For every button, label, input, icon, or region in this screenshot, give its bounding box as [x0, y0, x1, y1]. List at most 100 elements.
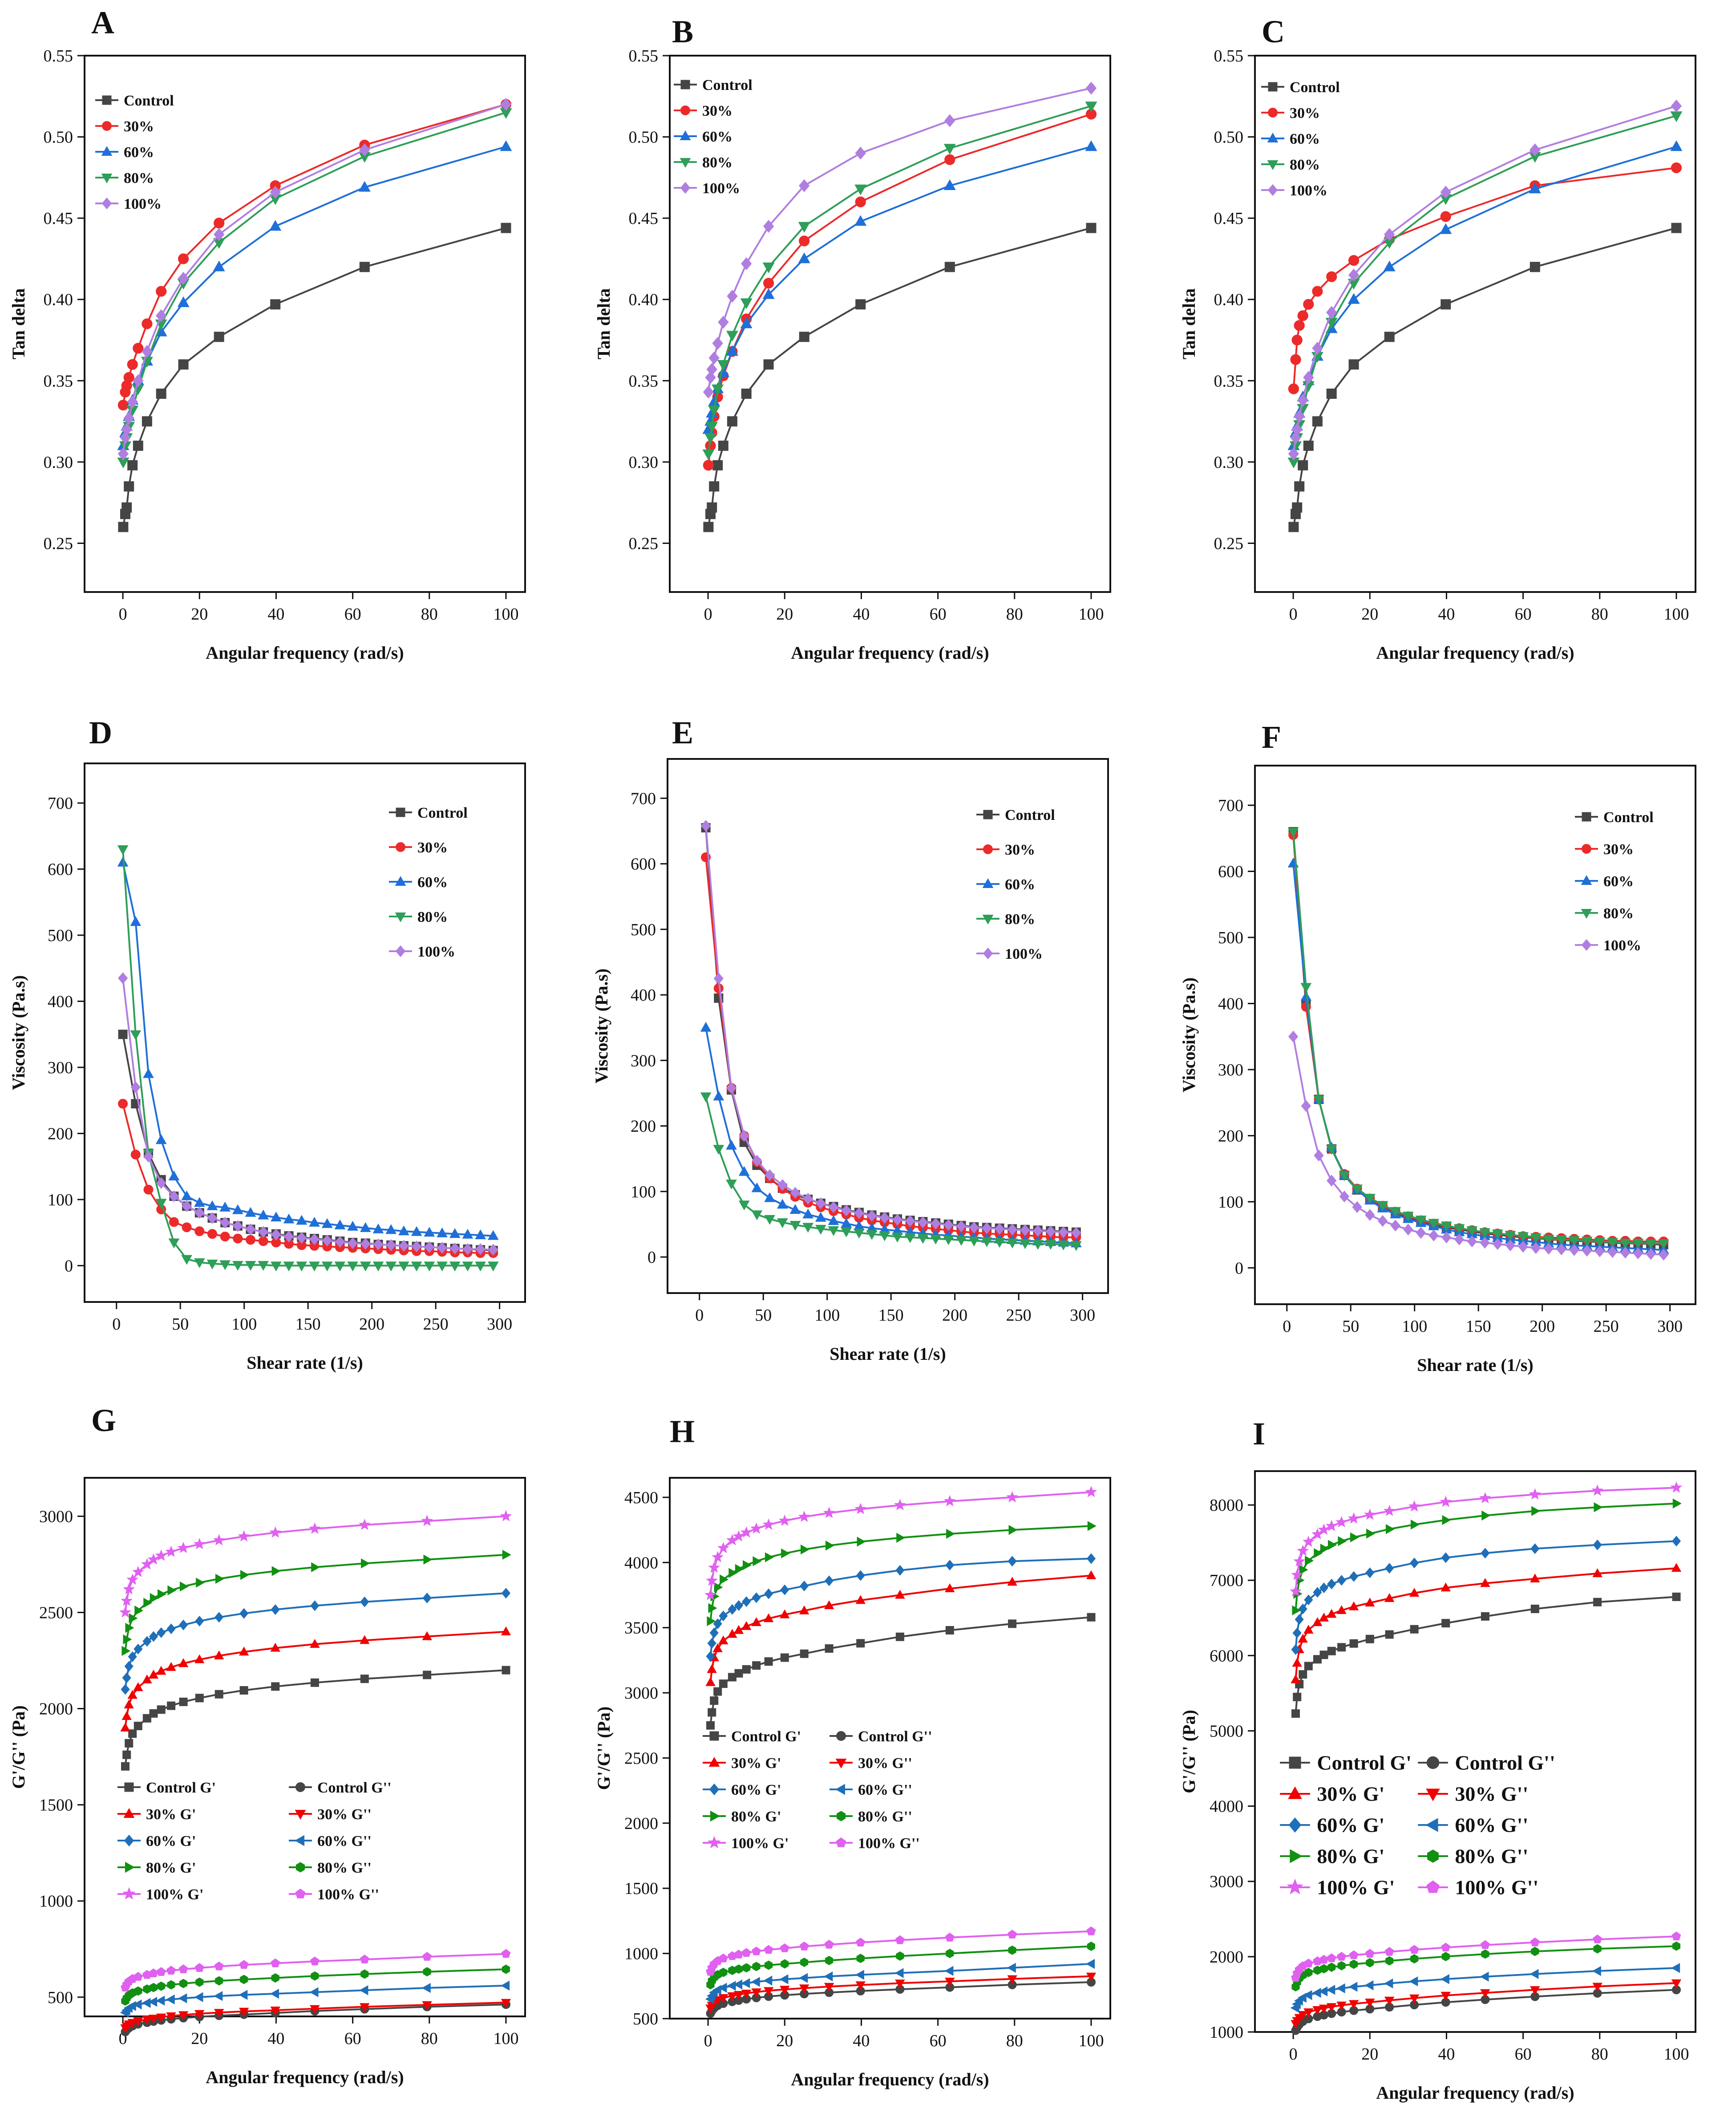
- data-point: [1384, 1978, 1393, 1989]
- data-point: [166, 2012, 176, 2021]
- legend-swatch-marker: [295, 1810, 306, 1820]
- data-point: [502, 1964, 510, 1974]
- data-point: [501, 1980, 510, 1991]
- data-point: [1518, 1241, 1528, 1253]
- data-point: [1384, 1947, 1394, 1956]
- data-point: [167, 1701, 176, 1710]
- data-point: [1303, 371, 1314, 384]
- data-point: [753, 1556, 762, 1566]
- data-point: [178, 359, 189, 370]
- legend-label: 30% G': [1317, 1783, 1384, 1805]
- data-point: [742, 1963, 751, 1973]
- data-point: [194, 1258, 205, 1268]
- legend-swatch-marker: [122, 1887, 136, 1900]
- legend-label: 100%: [417, 944, 455, 960]
- y-tick-label: 3500: [624, 1619, 658, 1638]
- legend-swatch-marker: [295, 1888, 306, 1898]
- data-point: [824, 1939, 834, 1949]
- x-tick-label: 80: [1591, 605, 1608, 624]
- data-point: [360, 1635, 370, 1644]
- legend-swatch-marker: [1581, 875, 1592, 885]
- data-point: [1085, 140, 1097, 151]
- legend-item-30pct: 30%: [1261, 105, 1320, 122]
- series-control-g-storage: [706, 1613, 1096, 1730]
- data-point: [1481, 1510, 1491, 1521]
- data-point: [166, 1623, 176, 1634]
- y-tick-label: 0.40: [629, 291, 659, 309]
- legend-swatch-marker: [1267, 132, 1279, 142]
- legend-label: 30% G': [731, 1755, 781, 1772]
- y-tick-label: 0: [65, 1257, 73, 1275]
- data-point: [1493, 1238, 1503, 1250]
- data-point: [824, 1983, 834, 1992]
- legend-label: 80%: [1603, 905, 1634, 922]
- series-100pct: [117, 98, 512, 461]
- y-tick-label: 600: [48, 860, 73, 879]
- legend-item-60pct: 60%: [674, 129, 732, 145]
- data-point: [799, 1973, 808, 1983]
- y-tick-label: 400: [48, 992, 73, 1011]
- plot-frame: [84, 1477, 526, 2017]
- data-point: [709, 481, 720, 492]
- data-point: [1670, 1481, 1683, 1493]
- series-60pct: [702, 140, 1097, 434]
- data-point: [894, 1499, 906, 1510]
- data-point: [1327, 1578, 1336, 1590]
- data-point: [1294, 481, 1305, 492]
- y-tick-label: 0.55: [44, 47, 73, 65]
- legend-item-80pct-g-loss: 80% G'': [1418, 1845, 1528, 1868]
- x-tick-label: 60: [344, 605, 361, 624]
- data-point: [1085, 101, 1097, 113]
- series-80pct: [700, 1092, 1082, 1251]
- data-point: [705, 1677, 716, 1686]
- data-point: [726, 345, 738, 356]
- series-60pct: [117, 856, 499, 1240]
- legend-item-control: Control: [1261, 79, 1340, 96]
- legend-item-60pct: 60%: [1261, 131, 1320, 147]
- series-30pct: [117, 99, 512, 411]
- data-point: [1594, 1237, 1606, 1248]
- data-point: [1466, 1226, 1478, 1236]
- data-point: [828, 1201, 839, 1213]
- data-point: [258, 1209, 269, 1220]
- data-point: [133, 1971, 143, 1981]
- legend-label: 30%: [1603, 841, 1634, 858]
- data-point: [1385, 1630, 1394, 1639]
- data-point: [310, 1678, 319, 1687]
- data-point: [1492, 1229, 1503, 1240]
- x-tick-label: 20: [1361, 2045, 1378, 2064]
- data-point: [133, 1999, 142, 2010]
- legend-label: 30% G': [146, 1806, 196, 1823]
- y-tick-label: 700: [1218, 796, 1243, 815]
- data-point: [1646, 1248, 1656, 1260]
- data-point: [118, 522, 129, 532]
- data-point: [1305, 1556, 1314, 1566]
- data-point: [1007, 1238, 1018, 1249]
- data-point: [134, 1605, 144, 1616]
- series-control-g-loss: [706, 1978, 1096, 2018]
- data-point: [182, 1200, 192, 1212]
- data-point: [150, 1593, 159, 1603]
- y-tick-label: 0.50: [44, 128, 73, 147]
- data-point: [232, 1204, 243, 1214]
- legend-item-100pct: 100%: [674, 180, 740, 197]
- data-point: [931, 1217, 941, 1230]
- data-point: [179, 1697, 188, 1706]
- data-point: [1319, 1955, 1329, 1964]
- data-point: [1312, 1617, 1323, 1626]
- data-point: [1318, 1523, 1330, 1535]
- legend-swatch-marker: [982, 878, 994, 888]
- data-point: [765, 1960, 773, 1970]
- data-point: [1671, 1563, 1682, 1572]
- data-point: [1085, 1486, 1097, 1497]
- data-point: [220, 1217, 230, 1229]
- data-point: [194, 1992, 203, 2002]
- x-tick-label: 250: [423, 1315, 449, 1334]
- x-tick-label: 50: [172, 1315, 189, 1334]
- data-point: [706, 1721, 715, 1730]
- legend-label: 100%: [1005, 946, 1043, 962]
- legend-item-80pct-g-storage: 80% G': [703, 1809, 781, 1825]
- data-point: [895, 1979, 905, 1989]
- data-point: [233, 1220, 243, 1232]
- legend-swatch-marker: [124, 1834, 134, 1847]
